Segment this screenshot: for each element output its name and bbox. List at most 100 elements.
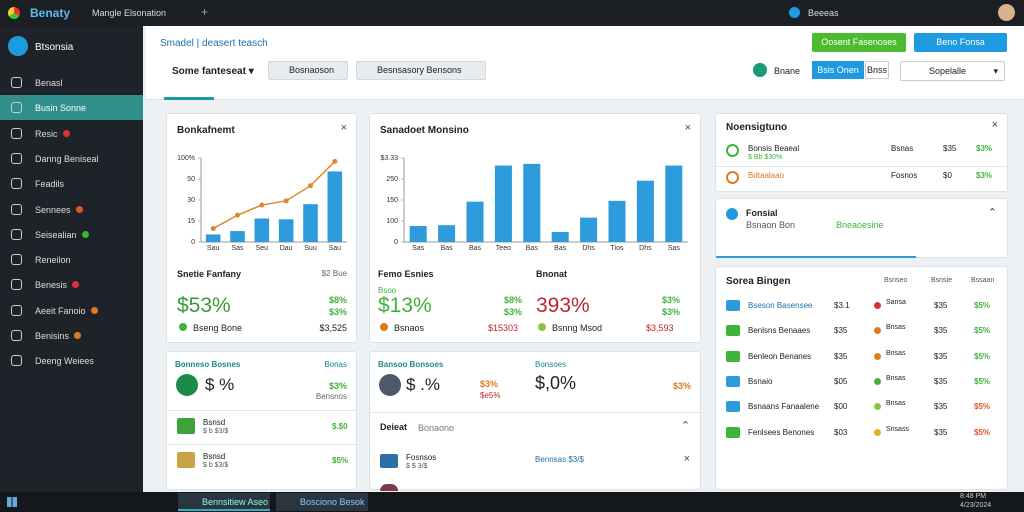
dropdown[interactable]: Some fanteseat ▾ [172,66,254,77]
y-tick-label: 50 [187,176,195,183]
x-tick-label: Bas [469,245,482,252]
col-header: Bsnsie [931,277,953,284]
y-tick-label: 100% [177,155,195,162]
nav-item[interactable]: Danng Beniseal [0,146,143,171]
icon [380,484,398,491]
header: Smadel | deasert teasch Oosent Fasenoses… [146,26,1024,100]
divider [167,410,356,411]
new-tab[interactable]: + [201,5,209,19]
amount: $15303 [488,323,519,333]
row-name: Bdtaalaao [748,171,785,180]
bar [205,234,221,242]
nav-icon [11,77,22,88]
collapse[interactable]: ⌃ [680,420,690,432]
row-icon [726,300,740,311]
nav-icon [11,330,22,341]
status-dot [874,428,881,436]
nav-item[interactable]: Reneilon [0,247,143,272]
line-point [210,226,216,232]
row-link[interactable]: Bennsas $3/$ [535,455,584,464]
card: Noensigtuno × Bonsis Beaeal $ Bb $30% Bsna… [715,113,1008,192]
nav-item[interactable]: Benesis [0,272,143,297]
row-name: Bseson Basensee [748,301,813,310]
row-c: $3% [976,144,993,153]
green-button[interactable]: Oosent Fasenoses [812,33,906,52]
row-icon [177,418,195,434]
toggle-on[interactable]: Bsis Onen [812,61,864,79]
row-icon [726,426,740,438]
x-tick-label: Suu [304,245,317,252]
task-label: Bennsitiew Aseo [202,497,269,507]
bar [523,163,541,242]
nav-item[interactable]: Benasl [0,70,143,95]
row-n1: $05 [834,376,848,386]
close[interactable]: × [683,453,690,465]
section-title: Deieat [380,422,408,432]
row-name: Bsnaans Fanaalene [748,402,820,412]
col-header: Bsnseo [884,277,908,284]
nav-label: Deeng Weiees [35,356,94,367]
nav-badge [82,230,89,238]
bar-chart: 0 15 30 50 100% Sau Sas Seu Dau Suu Sau [177,155,347,252]
icon [176,374,198,396]
card: Bansoo Bonsoes Bonsoes $ .% $3% $e5% $,0… [369,351,701,491]
date: 4/23/2024 [960,502,992,509]
card-side: Bonsoes [535,360,567,369]
clock: 8:48 PM [960,493,987,500]
card-title: Bonkafnemt [177,125,235,136]
user[interactable]: Beeeas [808,8,839,18]
nav-badge [63,129,70,137]
close[interactable]: × [340,122,347,134]
row-value: $5% [332,456,349,465]
task[interactable]: Bosciono Besok [276,493,368,511]
row-n2: $35 [934,402,948,412]
nav-item[interactable]: Sennees [0,197,143,222]
x-tick-label: Dhs [639,245,652,252]
filter[interactable]: Bosnaoson [268,61,348,80]
row-status: Bnsas [886,400,906,408]
select[interactable]: Sopelalle ▾ [900,61,1005,81]
nav-item[interactable]: Busin Sonne [0,95,143,121]
stat-label: Snetie Fanfany [177,269,242,279]
x-tick-label: Dau [280,245,293,252]
line-point [235,212,240,218]
big-value: $53% [177,294,231,317]
nav-item[interactable]: Aeeit Fanoio [0,298,143,323]
status-dot [874,377,881,385]
tab[interactable]: Mangle Elsonation [92,8,167,18]
nav-item[interactable]: Benisins [0,323,143,348]
close[interactable]: × [684,122,691,134]
change: $3% [328,381,347,391]
collapse[interactable]: ⌃ [987,207,997,219]
bar [608,200,626,242]
close[interactable]: × [991,119,998,131]
y-tick-label: 0 [394,239,398,246]
icon [726,208,738,220]
change: $3% [504,307,523,317]
row-n1: $00 [834,402,848,412]
card-title: Bansoo Bonsoes [378,360,444,369]
nav-item[interactable]: Feadils [0,171,143,196]
x-tick-label: Sas [668,245,681,252]
amount: $3,593 [646,323,674,333]
filter[interactable]: Besnsasory Bensons [356,61,486,80]
nav-item[interactable]: Seisealian [0,222,143,247]
row-icon [726,401,740,413]
nav-item[interactable]: Deeng Weiees [0,348,143,373]
start[interactable] [7,497,17,507]
avatar[interactable] [998,4,1015,21]
blue-button[interactable]: Beno Fonsa [914,33,1007,52]
stat-label: Femo Esnies [378,269,434,279]
row-n1: $35 [834,326,848,336]
nav-label: Benisins [35,331,70,341]
task[interactable]: Bennsitiew Aseo [178,493,270,511]
nav-label: Feadils [35,179,65,190]
change: $3% [328,307,347,317]
toggle-off[interactable]: Bnss [865,61,889,79]
card-side: Bonas [324,360,347,369]
sidebar-logo [8,36,28,56]
bar [551,231,569,242]
user-icon [789,7,800,18]
card-title: Noensigtuno [726,122,788,133]
nav-item[interactable]: Resic [0,121,143,146]
